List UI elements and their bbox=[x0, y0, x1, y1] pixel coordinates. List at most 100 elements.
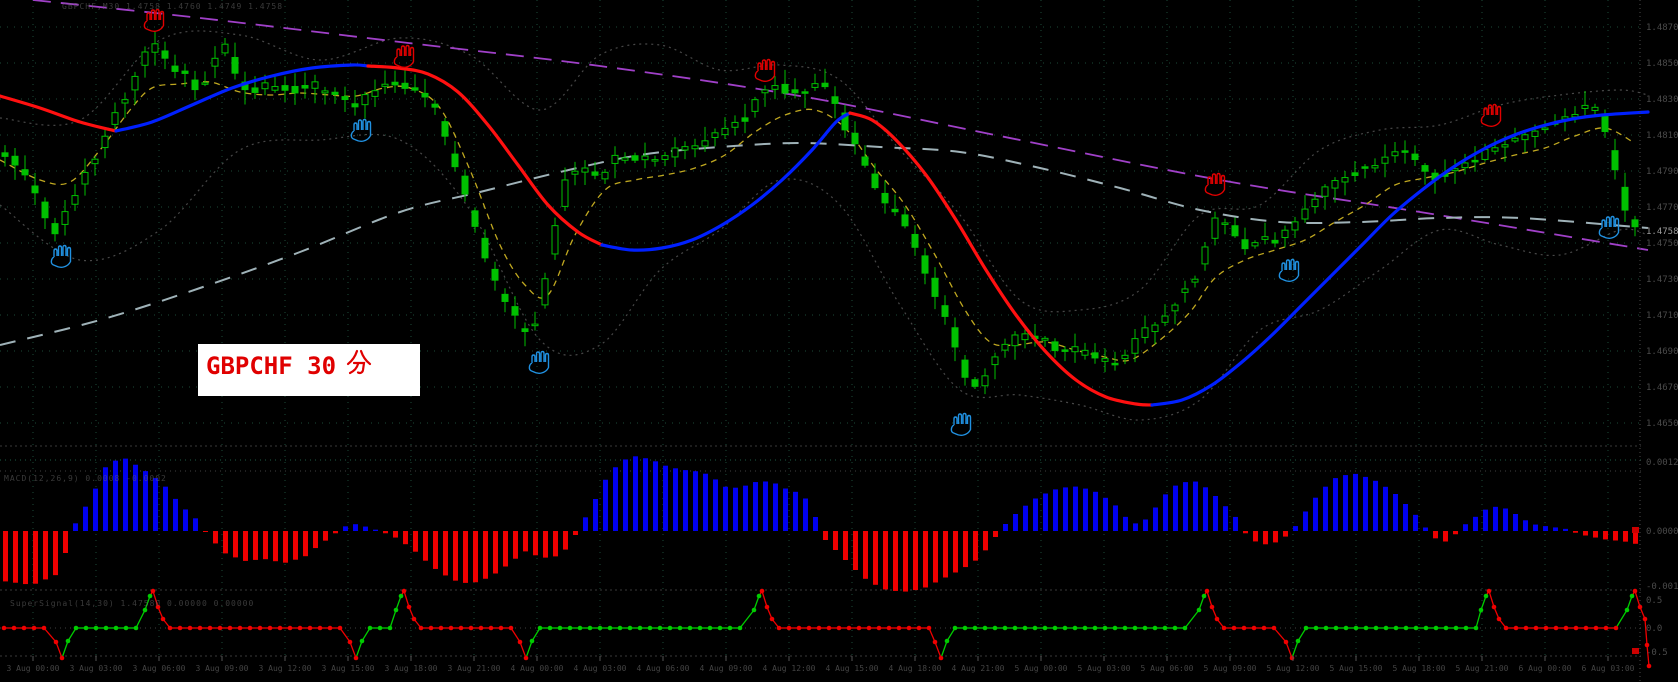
macd-bar bbox=[973, 531, 978, 561]
signal-dot bbox=[367, 625, 373, 631]
signal-dot bbox=[237, 625, 243, 631]
signal-dot bbox=[448, 625, 454, 631]
macd-bar bbox=[93, 488, 98, 531]
signal-dot bbox=[962, 625, 968, 631]
macd-bar bbox=[843, 531, 848, 560]
macd-bar bbox=[823, 531, 828, 540]
candle bbox=[711, 128, 719, 147]
candle bbox=[1141, 315, 1149, 344]
indicator-axis-label: 0.0012 bbox=[1646, 458, 1678, 468]
candle bbox=[1281, 225, 1289, 248]
time-axis-label: 5 Aug 00:00 bbox=[1015, 664, 1068, 673]
candle bbox=[581, 160, 589, 185]
macd-bar bbox=[233, 531, 238, 558]
signal-dot bbox=[1295, 638, 1301, 644]
macd-bar bbox=[1263, 531, 1268, 545]
signal-dot bbox=[1204, 588, 1210, 594]
macd-bar bbox=[193, 518, 198, 531]
time-axis-label: 3 Aug 18:00 bbox=[385, 664, 438, 673]
signal-dot bbox=[1573, 625, 1579, 631]
signal-dot bbox=[1413, 625, 1419, 631]
time-axis-label: 5 Aug 18:00 bbox=[1393, 664, 1446, 673]
time-axis-label: 6 Aug 00:00 bbox=[1519, 664, 1572, 673]
candle bbox=[771, 76, 779, 100]
signal-dot bbox=[1072, 625, 1078, 631]
macd-bar bbox=[103, 467, 108, 531]
macd-bar bbox=[983, 531, 988, 551]
signal-dot bbox=[866, 625, 872, 631]
signal-dot bbox=[1543, 625, 1549, 631]
signal-dot bbox=[1603, 625, 1609, 631]
macd-bar bbox=[1163, 494, 1168, 531]
macd-bar bbox=[143, 471, 148, 531]
signal-dot bbox=[627, 625, 633, 631]
signal-dot bbox=[498, 625, 504, 631]
candle bbox=[1471, 146, 1479, 172]
macd-bar bbox=[1443, 531, 1448, 542]
macd-bar bbox=[1203, 487, 1208, 531]
macd-bar bbox=[263, 531, 268, 560]
signal-dot bbox=[1478, 607, 1484, 613]
signal-dot bbox=[1201, 593, 1207, 599]
signal-dot bbox=[387, 625, 393, 631]
indicator-axis-label: 0.5 bbox=[1646, 596, 1662, 606]
candle bbox=[1521, 130, 1529, 153]
candle bbox=[1361, 164, 1369, 179]
candle bbox=[21, 155, 29, 181]
sell-hand-icon bbox=[393, 44, 415, 69]
candle bbox=[841, 104, 849, 138]
macd-bar bbox=[313, 531, 318, 549]
signal-dot bbox=[478, 625, 484, 631]
candle bbox=[1251, 240, 1259, 249]
kanji-fen-glyph bbox=[346, 349, 372, 375]
candle bbox=[441, 118, 449, 146]
signal-dot bbox=[547, 625, 553, 631]
macd-bar bbox=[613, 467, 618, 531]
candle bbox=[591, 161, 599, 180]
signal-dot bbox=[1241, 625, 1247, 631]
candle bbox=[1231, 217, 1239, 238]
signal-dot bbox=[1453, 625, 1459, 631]
buy-hand-icon bbox=[1278, 258, 1300, 283]
signal-dot bbox=[759, 588, 765, 594]
indicator-axis-label: 0.0 bbox=[1646, 624, 1662, 634]
macd-bar bbox=[323, 531, 328, 541]
signal-dot bbox=[786, 625, 792, 631]
signal-dot bbox=[938, 655, 944, 661]
macd-bar bbox=[43, 531, 48, 580]
signal-dot bbox=[1403, 625, 1409, 631]
candle bbox=[91, 155, 99, 176]
macd-bar bbox=[653, 461, 658, 531]
signal-dot bbox=[856, 625, 862, 631]
macd-bar bbox=[1283, 531, 1288, 537]
signal-dot bbox=[73, 625, 79, 631]
macd-bar bbox=[463, 531, 468, 583]
macd-bar bbox=[213, 531, 218, 544]
signal-dot bbox=[1491, 604, 1497, 610]
signal-dot bbox=[1271, 625, 1277, 631]
macd-bar bbox=[273, 531, 278, 562]
macd-bar bbox=[1553, 527, 1558, 531]
candle bbox=[991, 352, 999, 380]
time-axis-label: 3 Aug 06:00 bbox=[133, 664, 186, 673]
macd-bar bbox=[913, 531, 918, 591]
price-axis: 1.4870 1.4850 1.4830 1.4810 1.4790 1.4770 1.47… bbox=[1632, 23, 1678, 658]
signal-dot bbox=[1629, 593, 1635, 599]
candle bbox=[1411, 145, 1419, 166]
signal-dot bbox=[1012, 625, 1018, 631]
macd-bar bbox=[1343, 475, 1348, 531]
signal-dot bbox=[1042, 625, 1048, 631]
sell-hand-icon bbox=[143, 8, 165, 33]
time-axis-label: 4 Aug 18:00 bbox=[889, 664, 942, 673]
candle bbox=[391, 70, 399, 93]
macd-bar bbox=[1303, 511, 1308, 531]
candle bbox=[861, 145, 869, 168]
signal-dot bbox=[1092, 625, 1098, 631]
candle bbox=[131, 71, 139, 105]
time-axis-label: 4 Aug 03:00 bbox=[574, 664, 627, 673]
signal-dot bbox=[1251, 625, 1257, 631]
signal-dot bbox=[1231, 625, 1237, 631]
signal-dot bbox=[1303, 625, 1309, 631]
